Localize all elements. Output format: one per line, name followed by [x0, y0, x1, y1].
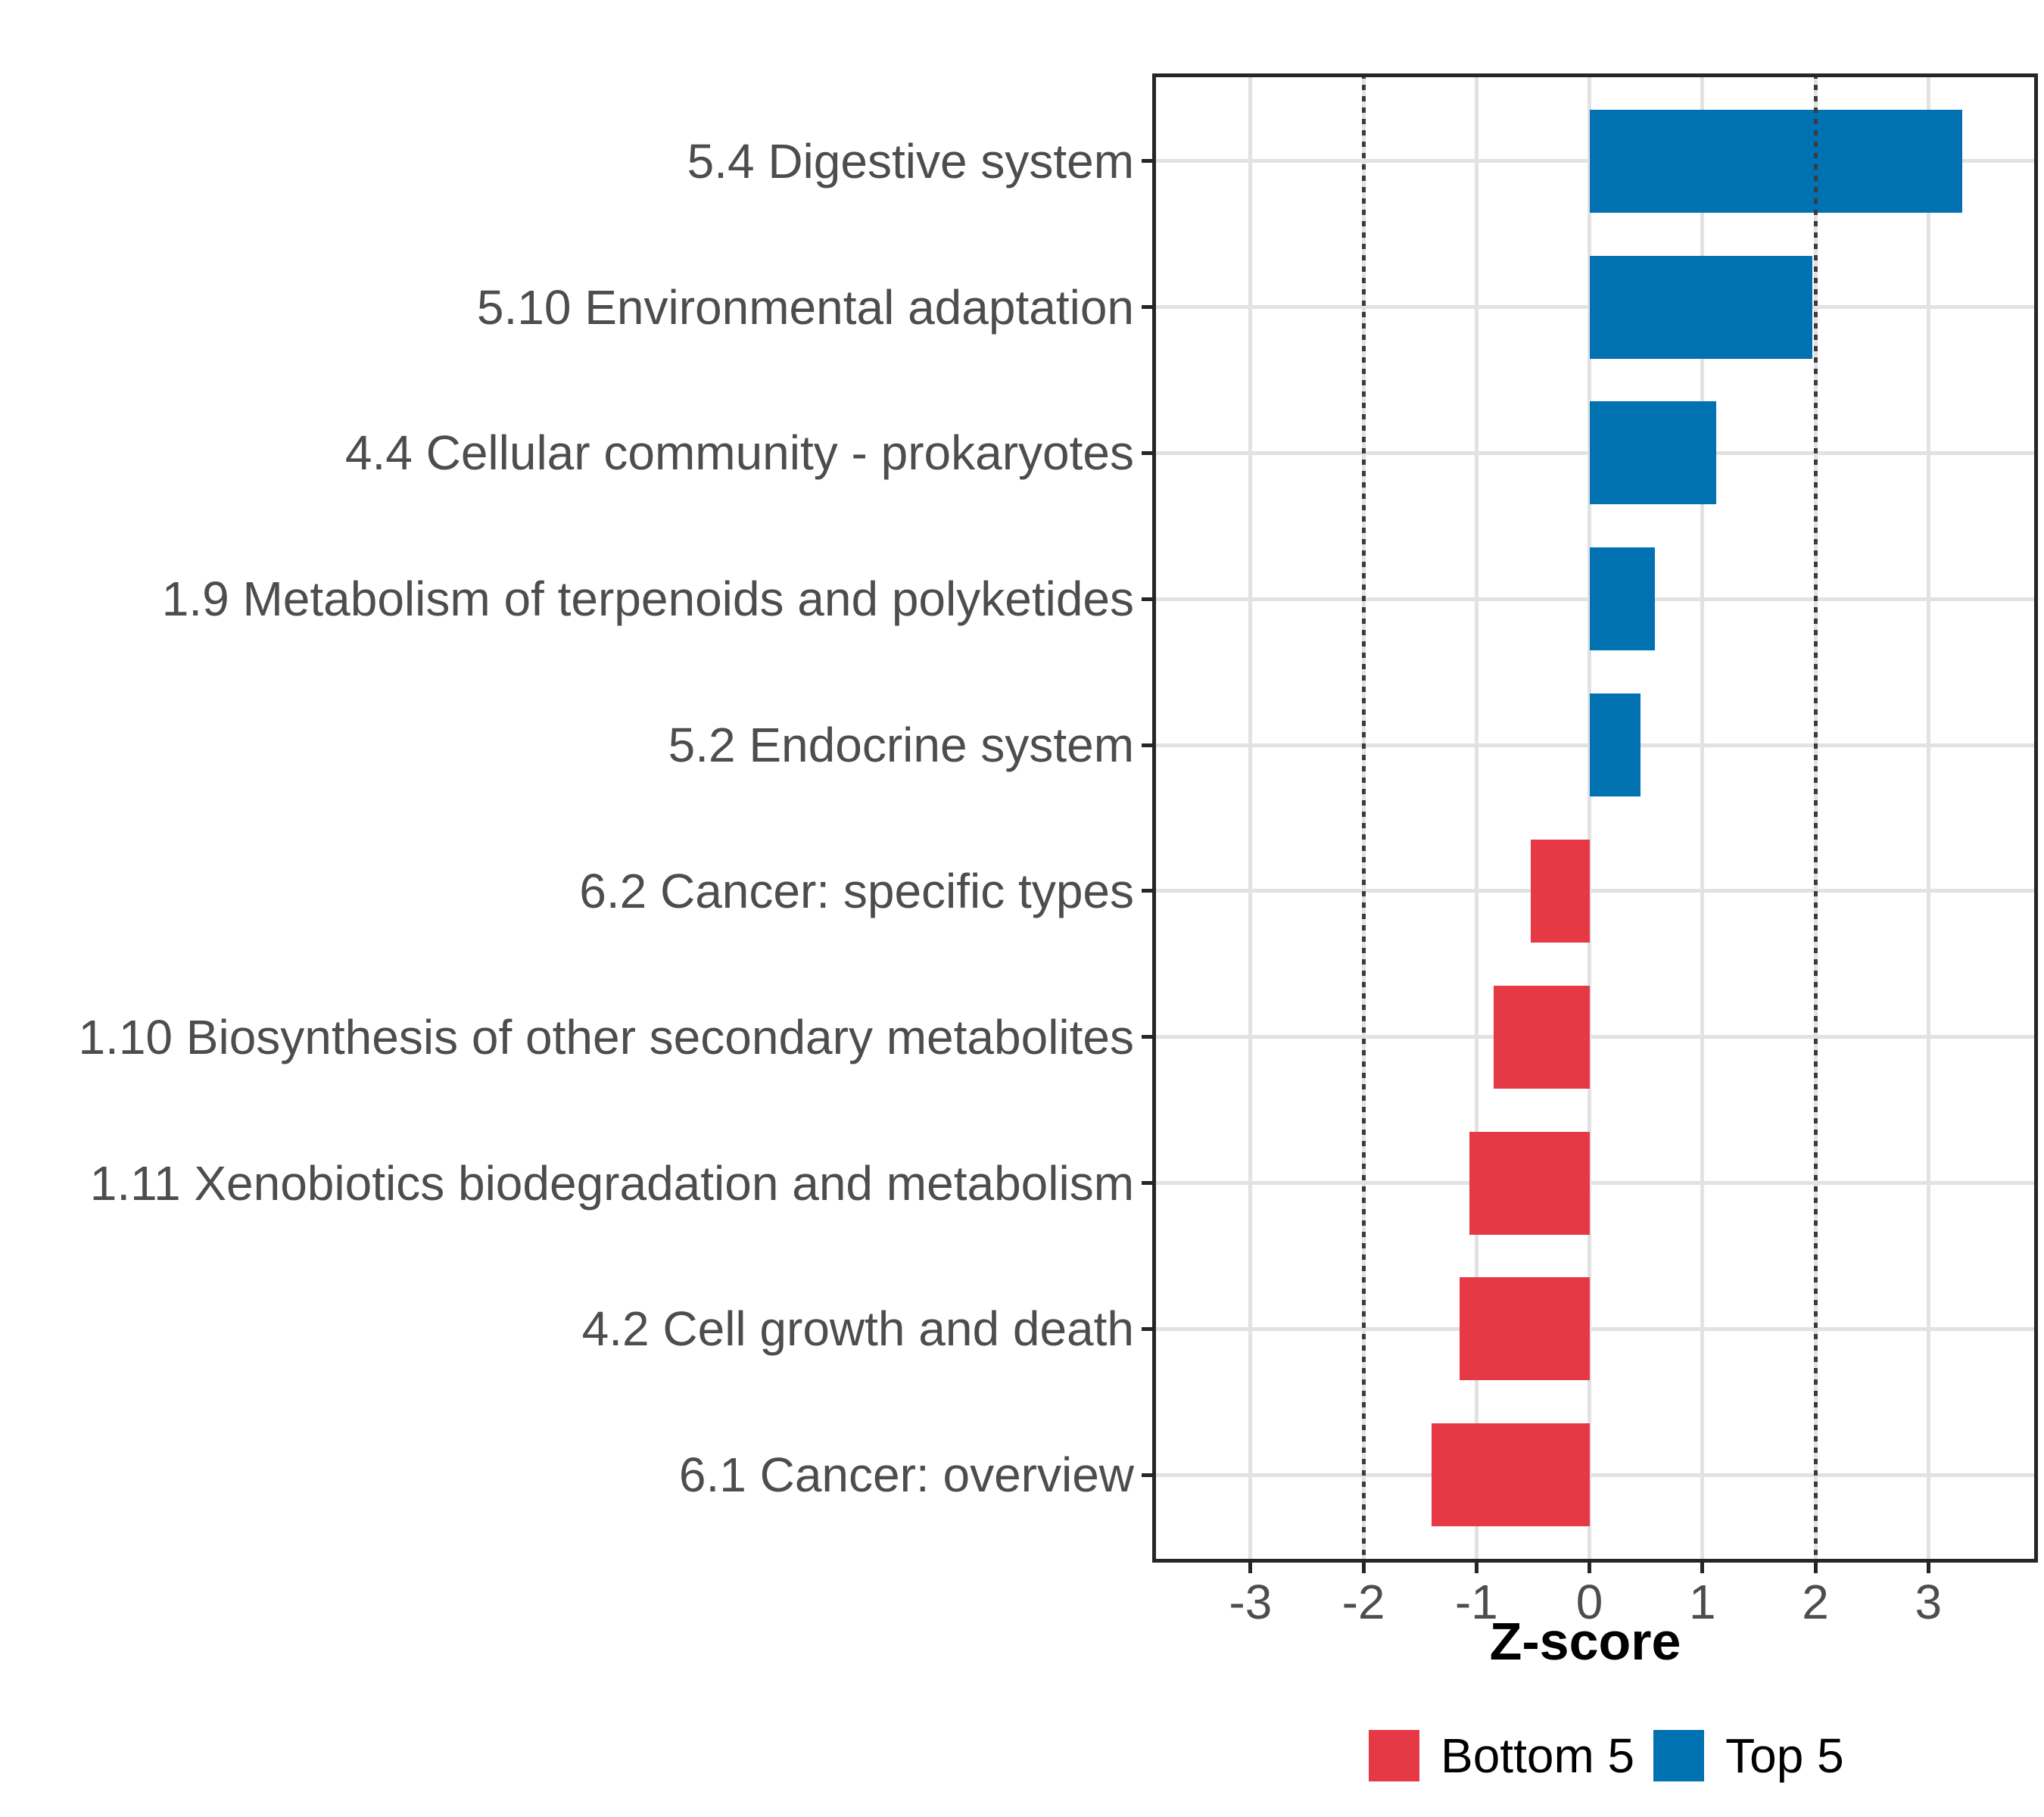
bar-5 [1589, 693, 1640, 797]
bar-6 [1530, 839, 1590, 943]
x-axis-tick [1700, 1563, 1705, 1573]
bar-9 [1459, 1277, 1590, 1381]
y-axis-label: 4.2 Cell growth and death [581, 1301, 1134, 1357]
y-axis-tick [1142, 743, 1152, 747]
x-gridline [1588, 73, 1592, 1563]
x-axis-tick [1926, 1563, 1930, 1573]
y-axis-label: 1.11 Xenobiotics biodegradation and meta… [89, 1155, 1134, 1211]
bar-8 [1469, 1131, 1590, 1235]
y-axis-tick [1142, 450, 1152, 455]
reference-line-minus2 [1361, 73, 1366, 1563]
y-gridline [1152, 1326, 2038, 1331]
x-gridline [1700, 73, 1705, 1563]
x-axis-tick-label: -1 [1454, 1575, 1498, 1629]
x-axis-tick-label: 1 [1688, 1575, 1716, 1629]
x-axis-tick-label: 2 [1802, 1575, 1829, 1629]
y-axis-tick [1142, 1035, 1152, 1039]
legend-entry-bottom-5: Bottom 5 [1369, 1730, 1634, 1781]
y-axis-tick [1142, 1473, 1152, 1477]
y-axis-tick [1142, 1181, 1152, 1186]
bar-1 [1589, 109, 1962, 213]
y-gridline [1152, 1035, 2038, 1039]
x-axis-tick [1248, 1563, 1253, 1573]
y-axis-tick [1142, 1326, 1152, 1331]
reference-line-plus2 [1813, 73, 1818, 1563]
bar-2 [1589, 255, 1812, 359]
bar-10 [1431, 1423, 1590, 1527]
legend-key-swatch [1653, 1730, 1705, 1781]
y-gridline [1152, 1473, 2038, 1477]
y-axis-label: 6.1 Cancer: overview [678, 1448, 1134, 1503]
plot-panel [1152, 73, 2038, 1563]
y-axis-label: 5.2 Endocrine system [668, 718, 1134, 773]
y-axis-label: 6.2 Cancer: specific types [579, 863, 1134, 918]
legend-label: Bottom 5 [1441, 1728, 1635, 1783]
x-gridline [1474, 73, 1478, 1563]
legend: Bottom 5 Top 5 [1369, 1730, 1844, 1781]
y-axis-tick [1142, 597, 1152, 601]
bar-4 [1589, 547, 1656, 651]
x-axis-tick-label: -3 [1229, 1575, 1273, 1629]
legend-entry-top-5: Top 5 [1653, 1730, 1844, 1781]
y-axis-tick [1142, 305, 1152, 310]
x-axis-tick [1361, 1563, 1366, 1573]
x-axis-tick [1588, 1563, 1592, 1573]
x-gridline [1248, 73, 1253, 1563]
y-axis-label: 4.4 Cellular community - prokaryotes [344, 425, 1134, 481]
y-axis-tick [1142, 889, 1152, 893]
x-axis-tick-label: 3 [1915, 1575, 1943, 1629]
y-axis-label: 5.10 Environmental adaptation [476, 279, 1134, 335]
y-gridline [1152, 1181, 2038, 1186]
x-axis-tick-label: -2 [1341, 1575, 1385, 1629]
y-axis-label: 1.9 Metabolism of terpenoids and polyket… [161, 572, 1134, 627]
x-axis-title: Z-score [1489, 1612, 1681, 1671]
y-axis-tick [1142, 159, 1152, 164]
legend-key-swatch [1369, 1730, 1419, 1781]
y-axis-label: 5.4 Digestive system [687, 133, 1134, 189]
legend-label: Top 5 [1725, 1728, 1844, 1783]
x-axis-tick-label: 0 [1575, 1575, 1603, 1629]
bar-3 [1589, 401, 1716, 505]
y-axis-label: 1.10 Biosynthesis of other secondary met… [78, 1009, 1134, 1064]
y-gridline [1152, 889, 2038, 893]
x-gridline [1926, 73, 1930, 1563]
bar-7 [1493, 985, 1590, 1089]
x-axis-tick [1813, 1563, 1818, 1573]
x-axis-tick [1474, 1563, 1478, 1573]
